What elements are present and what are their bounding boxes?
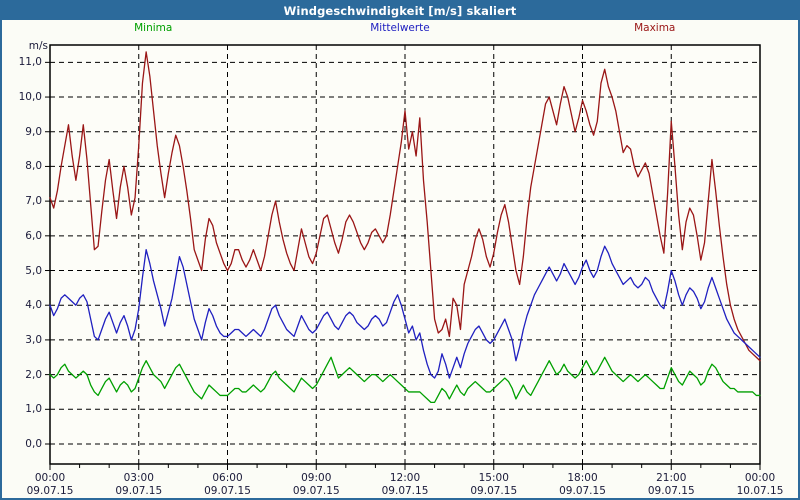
plot-frame xyxy=(49,44,761,465)
x-tick-time: 00:00 xyxy=(34,472,66,484)
x-tick-time: 00:00 xyxy=(744,472,776,484)
x-tick-time: 03:00 xyxy=(123,472,154,484)
x-tick-date: 09.07.15 xyxy=(559,485,606,497)
x-tick-time: 18:00 xyxy=(567,472,598,484)
y-axis-unit-label: m/s xyxy=(28,40,48,52)
x-tick-date: 09.07.15 xyxy=(26,485,74,497)
x-axis-tick-label: 00:00 10.07.15 xyxy=(737,472,784,498)
y-axis-tick-label: 5,0 xyxy=(25,264,42,277)
x-tick-time: 09:00 xyxy=(301,472,332,484)
y-axis-tick-label: 3,0 xyxy=(25,333,42,346)
x-tick-date: 09.07.15 xyxy=(115,485,163,497)
window-title-bar: Windgeschwindigkeit [m/s] skaliert xyxy=(2,2,798,20)
x-tick-date: 09.07.15 xyxy=(647,485,695,497)
legend-label: Mittelwerte xyxy=(370,22,430,34)
x-axis-tick-label: 09:00 09.07.15 xyxy=(293,472,340,498)
y-axis-tick-label: 9,0 xyxy=(25,125,42,138)
x-tick-time: 15:00 xyxy=(478,472,509,484)
legend-item-maxima: Maxima xyxy=(634,22,675,34)
y-axis-tick-label: 1,0 xyxy=(25,403,42,416)
legend-label: Minima xyxy=(134,22,173,34)
y-axis-tick-label: 10,0 xyxy=(18,91,42,104)
y-axis-tick-label: 2,0 xyxy=(25,368,42,381)
x-axis-tick-label: 06:00 09.07.15 xyxy=(204,472,251,498)
x-axis-tick-label: 15:00 09.07.15 xyxy=(470,472,517,498)
x-axis-tick-label: 03:00 09.07.15 xyxy=(115,472,162,498)
x-tick-date: 09.07.15 xyxy=(470,485,518,497)
x-tick-time: 12:00 xyxy=(389,472,421,484)
x-tick-date: 09.07.15 xyxy=(204,485,251,497)
chart-legend: Minima Mittelwerte Maxima xyxy=(2,22,798,40)
x-tick-time: 21:00 xyxy=(656,472,687,484)
legend-item-mittelwerte: Mittelwerte xyxy=(370,22,430,34)
x-tick-date: 10.07.15 xyxy=(736,485,784,497)
legend-item-minima: Minima xyxy=(134,22,172,34)
x-axis-tick-label: 18:00 09.07.15 xyxy=(559,472,606,498)
x-axis-tick-label: 00:00 09.07.15 xyxy=(27,472,74,498)
series-line-maxima xyxy=(49,51,761,362)
y-axis-tick-label: 4,0 xyxy=(25,299,42,312)
x-axis-tick-label: 21:00 09.07.15 xyxy=(648,472,695,498)
y-axis-tick-label: 7,0 xyxy=(25,195,42,208)
x-tick-time: 06:00 xyxy=(212,472,243,484)
legend-label: Maxima xyxy=(634,22,676,34)
y-axis-tick-label: 11,0 xyxy=(18,56,42,69)
y-axis-tick-label: 8,0 xyxy=(25,160,42,173)
y-axis-tick-label: 6,0 xyxy=(25,229,42,242)
x-axis-tick-label: 12:00 09.07.15 xyxy=(382,472,429,498)
series-line-minima xyxy=(49,356,761,404)
x-tick-date: 09.07.15 xyxy=(292,485,340,497)
series-line-mittelwerte xyxy=(49,245,761,379)
x-tick-date: 09.07.15 xyxy=(381,485,429,497)
page-title: Windgeschwindigkeit [m/s] skaliert xyxy=(283,4,517,18)
y-axis-tick-label: 0,0 xyxy=(25,438,42,450)
